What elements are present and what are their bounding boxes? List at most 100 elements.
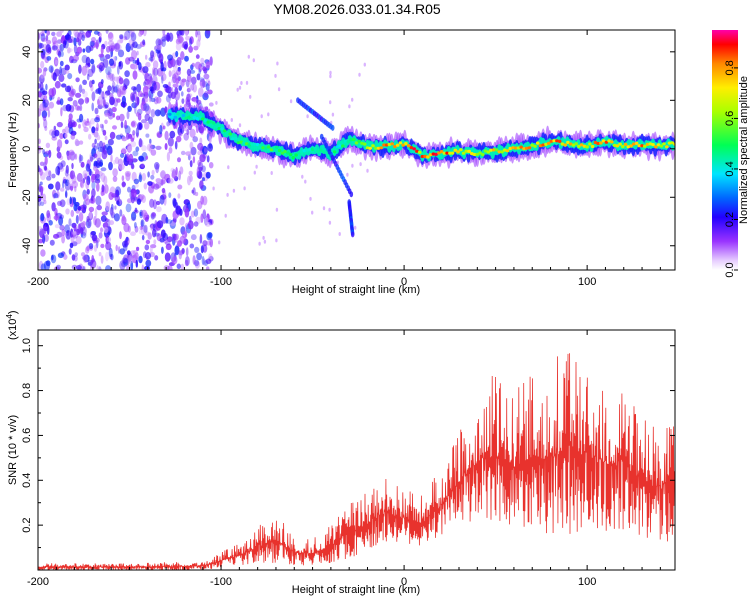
noise-blob (38, 108, 42, 117)
noise-blob (98, 32, 102, 38)
noise-blob (215, 100, 218, 105)
noise-blob (230, 118, 233, 122)
ridge-core (486, 150, 491, 154)
noise-blob (140, 219, 145, 227)
noise-blob (43, 102, 48, 108)
noise-blob (69, 119, 76, 127)
noise-blob (59, 187, 65, 192)
ridge-core (247, 143, 252, 147)
noise-blob (61, 35, 66, 41)
noise-blob (227, 165, 230, 170)
y-tick-label: -40 (21, 238, 33, 254)
noise-blob (199, 137, 203, 145)
noise-blob (96, 182, 100, 192)
ridge-core (206, 120, 210, 124)
noise-blob (172, 197, 177, 207)
colorbar-gradient (712, 30, 738, 270)
noise-blob (89, 210, 93, 219)
colorbar-tick-label: 0.8 (724, 60, 736, 75)
ridge-core (203, 119, 208, 123)
noise-blob (188, 170, 193, 176)
noise-blob (86, 188, 90, 195)
noise-blob (162, 30, 166, 36)
ridge-core (319, 148, 323, 152)
spectrogram-frame (37, 29, 676, 271)
noise-blob (130, 32, 137, 42)
noise-blob (155, 145, 162, 150)
noise-blob (107, 40, 115, 46)
ridge-core (170, 115, 175, 119)
noise-blob (275, 207, 279, 212)
noise-blob (194, 246, 200, 253)
noise-blob (69, 170, 75, 180)
noise-blob (150, 224, 154, 231)
snr-y-scale-base: (x10 (7, 319, 19, 340)
noise-blob (145, 239, 151, 245)
snr-series (38, 353, 675, 570)
x-tick-label: -100 (210, 276, 232, 288)
noise-blob (145, 54, 148, 60)
ridge-core (368, 146, 373, 150)
noise-blob (94, 117, 100, 123)
noise-blob (126, 110, 130, 120)
noise-blob (155, 38, 162, 47)
noise-blob (141, 264, 144, 270)
noise-blob (77, 205, 82, 211)
noise-blob (154, 255, 159, 261)
noise-blob (197, 142, 204, 151)
noise-blob (207, 89, 213, 95)
noise-blob (135, 112, 140, 117)
noise-blob (119, 231, 122, 240)
noise-blob (181, 78, 187, 83)
noise-blob (71, 254, 76, 261)
noise-blob (68, 91, 75, 97)
noise-blob (100, 79, 104, 85)
noise-blob (64, 126, 70, 134)
ridge-core (593, 140, 598, 145)
noise-blob (48, 65, 54, 73)
noise-blob (40, 73, 45, 79)
noise-blob (38, 183, 42, 193)
noise-blob (109, 131, 116, 140)
noise-blob (262, 235, 265, 240)
noise-blob (59, 43, 65, 52)
noise-blob (245, 80, 249, 85)
noise-blob (78, 124, 81, 129)
ridge-core (442, 151, 447, 155)
noise-blob (108, 192, 114, 200)
noise-blob (72, 54, 79, 62)
noise-blob (63, 39, 66, 49)
noise-blob (116, 200, 120, 205)
y-tick-label: 0.2 (21, 517, 33, 532)
noise-blob (63, 254, 68, 260)
noise-blob (145, 259, 152, 267)
noise-blob (41, 37, 48, 42)
noise-blob (108, 32, 113, 39)
noise-blob (144, 265, 150, 270)
noise-blob (164, 143, 168, 150)
noise-blob (195, 54, 200, 59)
noise-blob (157, 90, 163, 98)
noise-blob (161, 75, 164, 84)
noise-blob (45, 44, 51, 53)
y-tick-label: 20 (21, 94, 33, 106)
noise-region (38, 30, 369, 270)
noise-blob (100, 243, 105, 249)
ridge-core (371, 144, 375, 148)
noise-blob (70, 231, 77, 237)
noise-blob (38, 82, 41, 89)
ridge-core (634, 141, 639, 145)
noise-blob (123, 258, 129, 266)
noise-blob (94, 169, 100, 179)
ridge-core (393, 145, 397, 149)
noise-blob (329, 100, 332, 105)
noise-blob (73, 255, 78, 262)
noise-blob (88, 80, 93, 88)
noise-blob (151, 212, 156, 217)
noise-blob (132, 70, 138, 80)
noise-blob (57, 200, 63, 206)
noise-blob (126, 250, 131, 256)
noise-blob (45, 260, 51, 267)
noise-blob (55, 165, 61, 176)
ridge-core (313, 146, 318, 150)
